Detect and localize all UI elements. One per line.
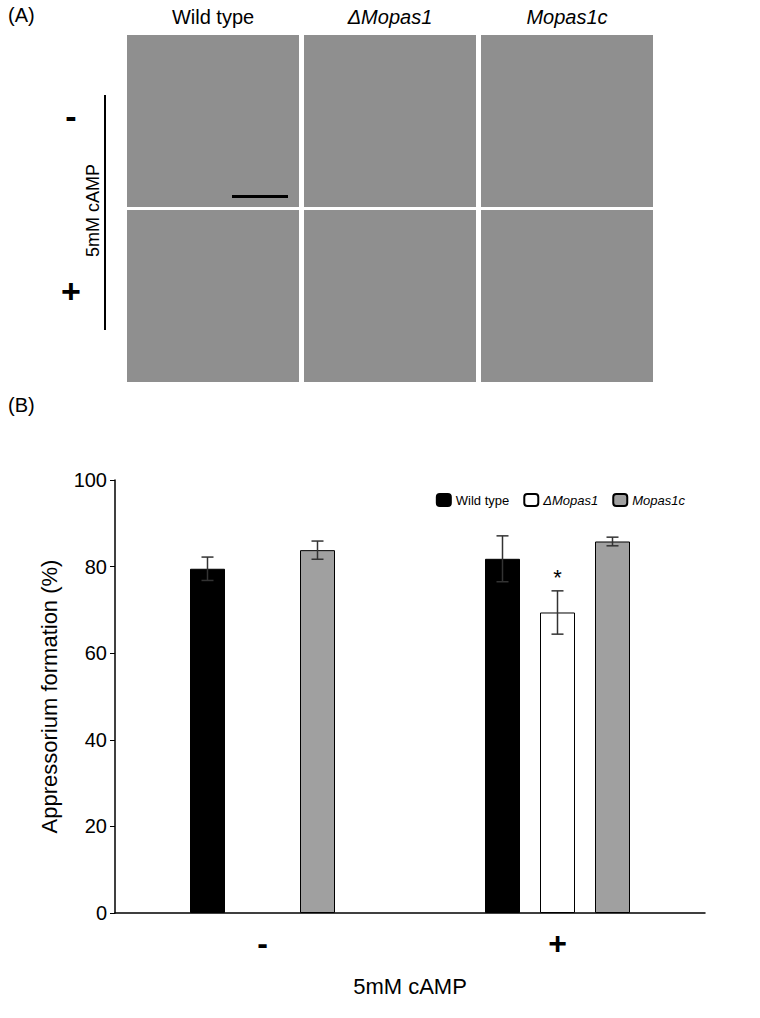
svg-text:80: 80: [85, 556, 107, 578]
svg-text:0: 0: [96, 902, 107, 924]
svg-text:+: +: [548, 925, 567, 961]
svg-text:*: *: [553, 565, 562, 590]
svg-text:ΔMopas1: ΔMopas1: [542, 493, 598, 508]
html-text:(B): (B): [8, 394, 35, 416]
html-text:5mM cAMP: 5mM cAMP: [82, 164, 103, 257]
svg-text:20: 20: [85, 815, 107, 837]
html-text:Mopas1c: Mopas1c: [526, 6, 608, 28]
html-text:(A): (A): [8, 4, 35, 26]
svg-text:Wild type: Wild type: [456, 493, 509, 508]
svg-text:5mM cAMP: 5mM cAMP: [353, 974, 467, 999]
html-text:ΔMopas1: ΔMopas1: [347, 6, 433, 28]
svg-text:100: 100: [74, 469, 107, 491]
svg-text:-: -: [257, 925, 268, 961]
svg-text:Mopas1c: Mopas1c: [632, 493, 685, 508]
svg-text:40: 40: [85, 729, 107, 751]
svg-text:60: 60: [85, 642, 107, 664]
svg-text:Appressorium formation (%): Appressorium formation (%): [37, 560, 62, 834]
html-text:Wild type: Wild type: [171, 6, 255, 28]
